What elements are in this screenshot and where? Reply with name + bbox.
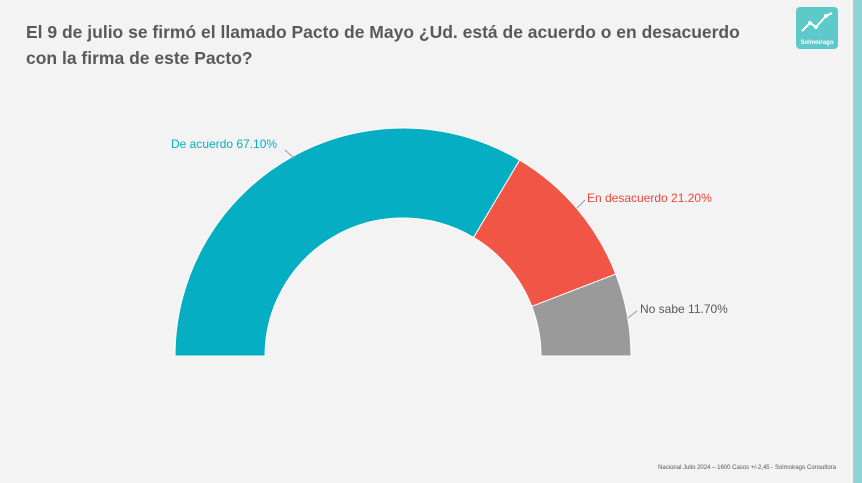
leader-line-no-sabe [627,310,638,319]
data-label-de-acuerdo: De acuerdo 67.10% [171,137,277,151]
leader-line-de-acuerdo [284,149,295,159]
leader-line-en-desacuerdo [576,199,586,209]
chart-title-line-1: El 9 de julio se firmó el llamado Pacto … [26,22,740,42]
brand-logo: Solmoirago [796,7,838,49]
footer-source: Nacional Julio 2024 – 1600 Casos +/-2,45… [658,465,836,471]
right-accent-bar [853,0,862,483]
slice-de-acuerdo [174,127,521,357]
trend-chart-icon [801,12,833,32]
logo-name: Solmoirago [800,40,834,46]
chart-title-line-2: con la firma de este Pacto? [26,48,253,68]
slice-no-sabe [531,273,632,357]
data-label-en-desacuerdo: En desacuerdo 21.20% [587,191,712,205]
chart-title: El 9 de julio se firmó el llamado Pacto … [26,19,766,71]
data-label-no-sabe: No sabe 11.70% [640,302,728,316]
